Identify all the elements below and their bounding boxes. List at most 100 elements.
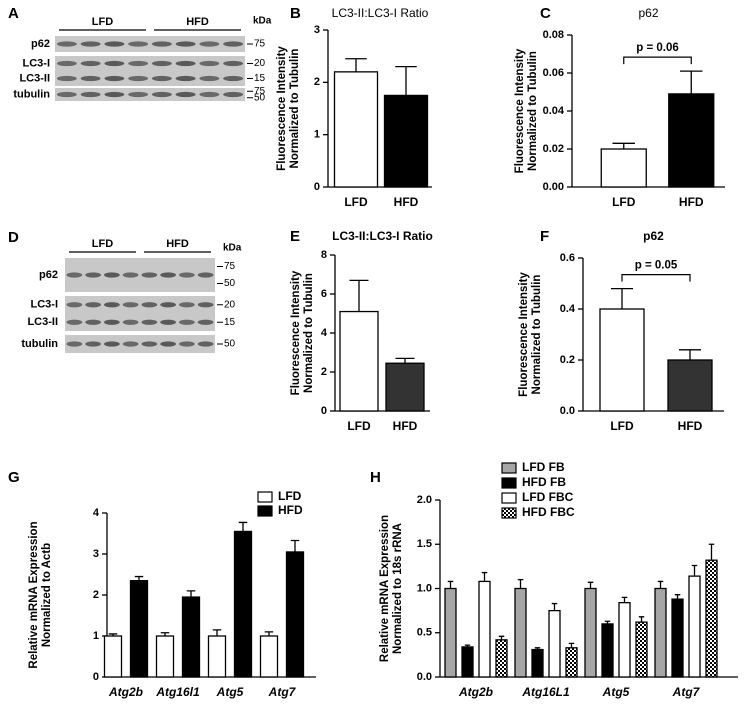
x-tick-label: HFD — [393, 419, 418, 433]
bar — [705, 559, 718, 678]
band — [104, 319, 120, 325]
y-tick-label: 1 — [93, 630, 99, 642]
x-tick-label: Atg16L1 — [521, 685, 570, 699]
y-tick-label: 2.0 — [417, 494, 432, 506]
bar — [259, 635, 279, 678]
band — [175, 41, 196, 47]
legend-label: LFD FBC — [522, 490, 574, 504]
bar — [565, 647, 578, 678]
x-tick-label: Atg16l1 — [155, 685, 200, 699]
band — [80, 60, 101, 67]
x-tick-label: LFD — [347, 419, 371, 433]
group-label: LFD — [92, 238, 113, 250]
y-axis-label: Fluorescence Intensity — [290, 270, 302, 395]
panel-letter: E — [290, 228, 300, 245]
protein-label: tubulin — [13, 88, 50, 100]
protein-label: LC3-II — [19, 72, 50, 84]
significance-bracket — [623, 56, 692, 65]
marker-label: 75 — [254, 39, 266, 50]
band — [141, 272, 158, 278]
y-axis-label: Normalized to Tubulin — [527, 51, 539, 171]
bar — [671, 598, 684, 678]
band — [199, 60, 220, 67]
error-bar — [134, 575, 144, 581]
error-bar — [395, 357, 415, 364]
error-bar — [657, 580, 664, 589]
protein-label: tubulin — [21, 338, 58, 350]
band — [56, 75, 77, 82]
p-value: p = 0.05 — [635, 260, 678, 272]
band — [151, 91, 172, 98]
bar — [548, 609, 561, 678]
band — [104, 302, 120, 308]
marker-label: 15 — [254, 73, 266, 84]
unit-label: kDa — [253, 16, 272, 27]
y-tick-label: 0 — [314, 181, 320, 193]
y-axis-label: Normalized to Tubulin — [531, 275, 543, 395]
band — [151, 75, 172, 82]
bar — [654, 587, 667, 678]
y-axis-label: Normalized to Tubulin — [303, 273, 315, 393]
bar — [584, 587, 597, 678]
legend-label: HFD FB — [522, 475, 566, 489]
error-bar — [395, 65, 417, 96]
band — [199, 41, 220, 47]
group-label: HFD — [166, 238, 189, 250]
x-tick-label: Atg5 — [602, 685, 630, 699]
x-tick-label: Atg2b — [458, 685, 493, 699]
band — [80, 41, 101, 47]
legend-label: LFD — [278, 489, 302, 503]
band — [199, 91, 220, 98]
band — [160, 341, 176, 347]
band — [66, 341, 83, 347]
error-bar — [568, 642, 575, 648]
blot-strip — [55, 56, 245, 86]
band — [160, 319, 176, 325]
y-axis-label: Normalized to Tubulin — [289, 49, 301, 169]
blot-strip — [65, 296, 215, 331]
band — [104, 91, 125, 98]
bar — [599, 308, 645, 412]
band — [175, 60, 196, 67]
bar — [444, 587, 457, 678]
band — [128, 91, 149, 98]
band — [56, 41, 77, 47]
band — [128, 75, 149, 82]
band — [223, 41, 244, 47]
panel-letter: C — [540, 5, 551, 22]
marker-label: 50 — [224, 339, 236, 350]
panel-letter: A — [8, 5, 19, 22]
protein-label: LC3-I — [23, 57, 51, 69]
x-tick-label: Atg2b — [108, 685, 143, 699]
band — [141, 319, 158, 325]
band — [85, 319, 101, 325]
legend-swatch — [501, 492, 517, 504]
legend-swatch — [257, 491, 273, 503]
error-bar — [349, 279, 369, 312]
y-tick-label: 1 — [314, 129, 320, 141]
y-tick-label: 0 — [93, 671, 99, 683]
band — [128, 41, 149, 47]
unit-label: kDa — [223, 243, 242, 254]
y-tick-label: 2 — [93, 589, 99, 601]
legend-swatch — [501, 462, 517, 474]
bar — [600, 148, 647, 188]
y-tick-label: 0.08 — [543, 29, 564, 41]
bar — [618, 602, 631, 678]
group-label: LFD — [92, 16, 113, 28]
x-tick-label: LFD — [612, 195, 636, 209]
bar — [383, 94, 429, 188]
error-bar — [238, 521, 248, 532]
marker-label: 20 — [224, 299, 236, 310]
legend-label: HFD FBC — [522, 505, 575, 519]
y-axis-label: Fluorescence Intensity — [514, 48, 526, 173]
band — [85, 341, 101, 347]
chart-title: LC3-II:LC3-I Ratio — [332, 6, 429, 20]
marker-label: 50 — [254, 92, 266, 103]
protein-label: LC3-II — [27, 316, 58, 328]
y-tick-label: 0.0 — [417, 671, 432, 683]
panel-letter: H — [370, 469, 381, 486]
y-tick-label: 8 — [321, 249, 327, 261]
error-bar — [604, 620, 611, 624]
